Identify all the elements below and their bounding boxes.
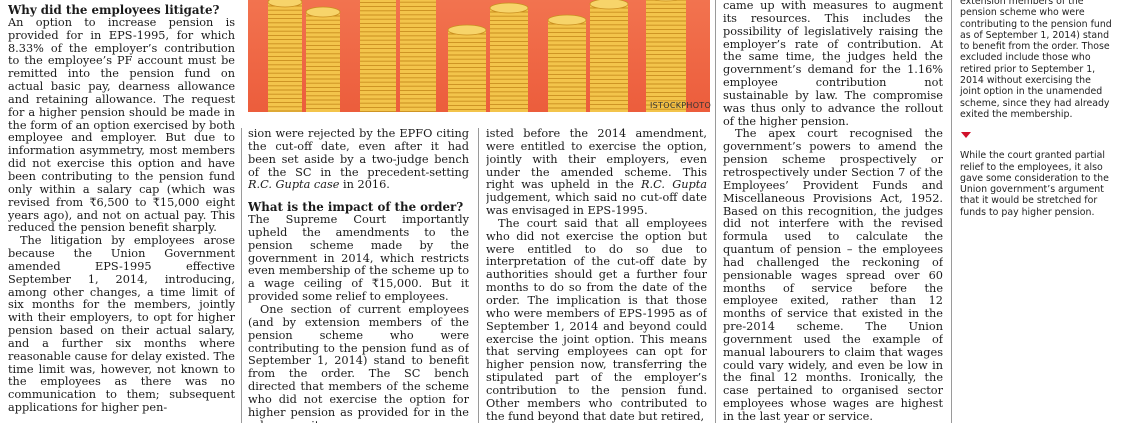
article-column-1: Why did the employees litigate? An optio… [8,4,235,423]
coin-stack [589,0,629,112]
article-column-3: isted before the 2014 amendment, were en… [486,128,707,423]
rupee-coins-photo [248,0,710,112]
rupee-coin-stacks-icon [267,0,686,112]
coin-stack [267,0,303,112]
highlight-text: extension members of the pension scheme … [960,0,1112,120]
coin-stack [400,0,436,112]
paragraph: The litigation by employees arose becaus… [8,234,235,415]
section-heading-why-litigate: Why did the employees litigate? [8,4,220,17]
coin-stack [447,24,487,112]
paragraph: One section of current employees (and by… [248,302,469,423]
photo-credit: ISTOCKPHOTO [650,101,712,110]
column-divider [478,128,479,423]
article-column-2: sion were rejected by the EPFO citing th… [248,128,469,423]
article-column-4: came up with measures to augment its res… [723,0,943,423]
column-divider [715,0,716,423]
coin-stack [547,14,587,112]
paragraph: An option to increase pension is provide… [8,15,235,235]
paragraph: The court said that all employees who di… [486,216,707,423]
highlights-sidebar: extension members of the pension scheme … [960,0,1112,218]
coin-stack [305,6,341,112]
column-divider [951,0,952,423]
paragraph: The apex court recognised the government… [723,127,943,423]
coin-stack [360,0,396,112]
red-triangle-marker-icon [961,132,971,139]
column-divider [241,128,242,423]
paragraph: came up with measures to augment its res… [723,0,943,128]
coin-stack [646,0,686,112]
paragraph: isted before the 2014 amendment, were en… [486,128,707,218]
paragraph: sion were rejected by the EPFO citing th… [248,128,469,192]
coin-stack [489,2,529,112]
section-heading-impact: What is the impact of the order? [248,200,464,215]
paragraph: The Supreme Court importantly upheld the… [248,213,469,304]
highlight-text: While the court granted partial relief t… [960,150,1109,218]
